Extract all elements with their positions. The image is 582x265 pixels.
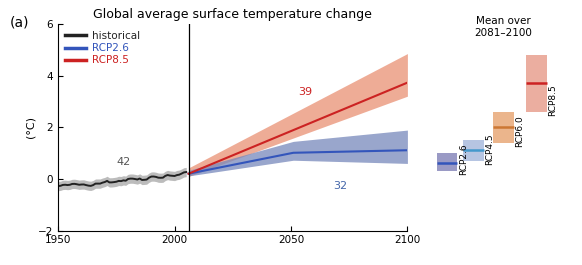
Text: 32: 32 [333,181,347,191]
Text: RCP6.0: RCP6.0 [515,115,524,147]
Text: Mean over
2081–2100: Mean over 2081–2100 [474,16,533,38]
Text: RCP8.5: RCP8.5 [548,84,557,116]
Text: 42: 42 [116,157,130,167]
Title: Global average surface temperature change: Global average surface temperature chang… [93,8,372,21]
Text: (a): (a) [9,16,29,30]
Text: RCP2.6: RCP2.6 [459,143,468,175]
Legend: historical, RCP2.6, RCP8.5: historical, RCP2.6, RCP8.5 [63,29,142,67]
Text: RCP4.5: RCP4.5 [485,133,494,165]
Bar [493,112,514,143]
Bar [436,153,457,171]
Y-axis label: (°C): (°C) [25,116,35,138]
Text: 39: 39 [298,87,312,97]
Bar [526,55,546,112]
Bar [463,140,484,161]
